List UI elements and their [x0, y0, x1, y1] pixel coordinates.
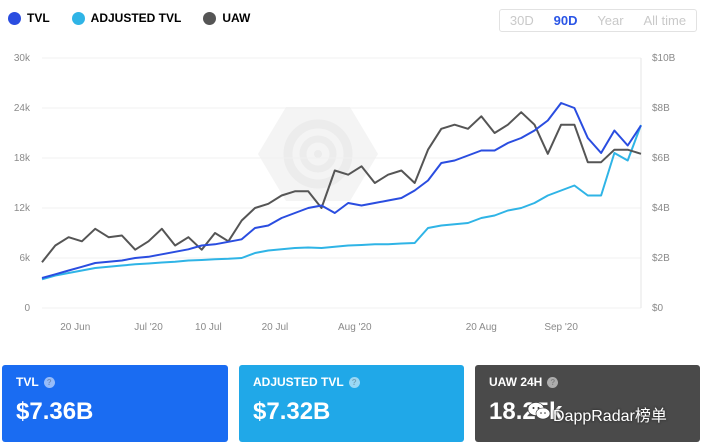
- y-left-tick-label: 0: [24, 303, 30, 314]
- question-icon[interactable]: ?: [348, 376, 360, 388]
- left-axis: 0 6k 12k 18k 24k 30k: [14, 53, 31, 314]
- x-tick-label: 10 Jul: [195, 322, 222, 333]
- y-left-tick-label: 30k: [14, 53, 31, 64]
- uaw-24h-card-value: 18.25k: [489, 398, 563, 425]
- x-tick-label: Sep '20: [544, 322, 578, 333]
- y-right-tick-label: $4B: [652, 203, 670, 214]
- legend-dot-uaw: [203, 11, 217, 25]
- x-tick-label: Jul '20: [134, 322, 163, 333]
- adjusted-tvl-card-title: ADJUSTED TVL: [253, 375, 344, 389]
- line-chart: 0 6k 12k 18k 24k 30k $0 $2B $4B $6B $8B $10B 20 Ju…: [14, 53, 676, 333]
- series-line-uaw: [41, 111, 642, 263]
- tvl-card-value: $7.36B: [16, 398, 94, 425]
- range-button-30d[interactable]: 30D: [509, 13, 534, 28]
- y-right-tick-label: $2B: [652, 253, 670, 264]
- legend-dot-tvl: [8, 11, 21, 25]
- question-icon[interactable]: ?: [547, 376, 559, 388]
- y-left-tick-label: 24k: [14, 103, 31, 114]
- legend-dot-adjusted-tvl: [71, 11, 85, 25]
- tvl-card: TVL ? $7.36B: [2, 365, 228, 442]
- x-tick-label: 20 Aug: [466, 322, 497, 333]
- x-tick-label: Aug '20: [338, 322, 372, 333]
- range-button-all-time[interactable]: All time: [643, 13, 687, 28]
- y-right-tick-label: $6B: [652, 153, 670, 164]
- watermark-text: DappRadar榜单: [553, 408, 667, 425]
- uaw-24h-card-header: UAW 24H ?: [489, 375, 686, 389]
- chart-watermark-logo: [258, 107, 378, 201]
- x-axis: 20 Jun Jul '20 10 Jul 20 Jul Aug '20 20 Aug Se…: [60, 322, 578, 333]
- tvl-card-title: TVL: [16, 375, 39, 389]
- x-tick-label: 20 Jun: [60, 322, 90, 333]
- legend-item-uaw[interactable]: UAW: [203, 11, 250, 25]
- chart-series: [41, 102, 642, 281]
- y-right-tick-label: $8B: [652, 103, 670, 114]
- chart-legend: TVL ADJUSTED TVL UAW: [8, 11, 250, 25]
- x-tick-label: 20 Jul: [262, 322, 289, 333]
- y-right-tick-label: $0: [652, 303, 664, 314]
- y-left-tick-label: 18k: [14, 153, 31, 164]
- legend-label-uaw: UAW: [222, 11, 251, 25]
- uaw-24h-card: UAW 24H ? 18.25k: [475, 365, 700, 442]
- range-button-year[interactable]: Year: [597, 13, 624, 28]
- right-axis: $0 $2B $4B $6B $8B $10B: [652, 53, 676, 314]
- legend-item-adjusted-tvl[interactable]: ADJUSTED TVL: [71, 11, 182, 25]
- tvl-card-header: TVL ?: [16, 375, 214, 389]
- question-icon[interactable]: ?: [43, 376, 55, 388]
- legend-label-adjusted-tvl: ADJUSTED TVL: [90, 11, 182, 25]
- legend-item-tvl[interactable]: TVL: [8, 11, 50, 25]
- range-button-90d[interactable]: 90D: [553, 13, 578, 28]
- stats-cards: TVL ? $7.36B ADJUSTED TVL ? $7.32B UAW 2…: [2, 365, 704, 442]
- adjusted-tvl-card-header: ADJUSTED TVL ?: [253, 375, 450, 389]
- adjusted-tvl-card-value: $7.32B: [253, 398, 331, 425]
- series-line-tvl: [41, 102, 642, 279]
- wechat-icon: [527, 402, 551, 420]
- legend-label-tvl: TVL: [27, 11, 50, 25]
- uaw-24h-card-title: UAW 24H: [489, 375, 543, 389]
- time-range-selector: 30D 90D Year All time: [499, 9, 697, 32]
- y-right-tick-label: $10B: [652, 53, 676, 64]
- adjusted-tvl-card: ADJUSTED TVL ? $7.32B: [239, 365, 464, 442]
- series-line-adjusted-tvl: [41, 124, 642, 281]
- y-left-tick-label: 12k: [14, 203, 31, 214]
- y-left-tick-label: 6k: [19, 253, 31, 264]
